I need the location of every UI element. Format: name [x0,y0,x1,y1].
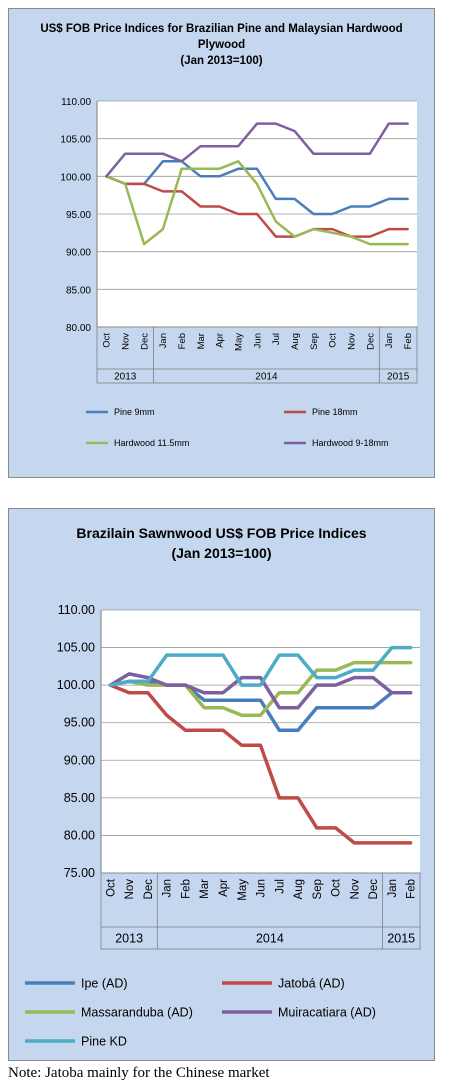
legend-label: Massaranduba (AD) [81,1005,193,1019]
x-tick-label: Dec [365,333,376,350]
chart-title: Brazilain Sawnwood US$ FOB Price Indices… [9,523,434,563]
x-tick-label: Feb [403,333,414,349]
year-label: 2015 [387,372,410,383]
y-tick-label: 95.00 [64,716,95,730]
y-tick-label: 90.00 [64,753,95,767]
x-tick-label: Feb [180,879,192,899]
series-line [108,683,413,845]
y-tick-label: 110.00 [58,603,95,617]
x-tick-label: Oct [331,878,343,897]
x-tick-label: Nov [346,333,357,350]
year-label: 2014 [255,372,278,383]
y-tick-label: 105.00 [57,641,95,655]
series-line [105,160,409,246]
y-tick-label: 90.00 [66,248,91,259]
y-tick-label: 85.00 [66,285,91,296]
x-tick-label: Mar [196,333,207,349]
x-tick-label: Jun [256,879,268,898]
x-tick-label: Dec [368,879,380,900]
x-tick-label: May [234,333,245,351]
x-tick-label: Jan [384,333,395,348]
x-tick-label: Jun [252,333,263,348]
x-tick-label: Sep [309,333,320,350]
plywood-price-chart: US$ FOB Price Indices for Brazilian Pine… [8,8,435,478]
year-label: 2014 [256,931,284,945]
legend-label: Pine 9mm [114,407,155,417]
y-tick-label: 110.00 [61,97,91,108]
x-tick-label: Aug [290,333,301,350]
x-tick-label: Nov [349,879,361,900]
footnote: Note: Jatoba mainly for the Chinese mark… [8,1065,270,1081]
x-tick-label: Jan [162,879,174,898]
x-axis-box [100,872,421,950]
legend-label: Pine KD [81,1034,127,1048]
x-axis-box [96,326,418,384]
x-tick-label: Oct [105,878,117,897]
x-tick-label: Dec [143,879,155,900]
x-tick-label: Oct [328,333,339,348]
chart-title-main: US$ FOB Price Indices for Brazilian Pine… [40,23,403,51]
legend-label: Ipe (AD) [81,976,128,990]
x-tick-label: Jan [158,333,169,348]
series-line [108,645,413,687]
y-tick-label: 100.00 [60,172,91,183]
year-label: 2015 [387,931,415,945]
y-tick-label: 85.00 [64,791,95,805]
x-tick-label: Sep [312,879,324,899]
x-tick-label: Feb [177,333,188,349]
series-line [105,122,409,178]
sawnwood-chart-svg: 75.00 80.00 85.00 90.00 95.00 100.00 105.00 110… [25,603,421,1048]
y-tick-label: 95.00 [66,210,91,221]
legend-label: Hardwood 9-18mm [312,438,389,448]
x-tick-label: Nov [124,879,136,900]
series-line [108,672,413,710]
x-tick-label: Nov [121,333,132,350]
plot-area [101,610,420,873]
chart-title-main: Brazilain Sawnwood US$ FOB Price Indices [76,525,367,541]
x-tick-label: Apr [218,879,230,897]
y-tick-label: 100.00 [57,678,95,692]
x-tick-label: Apr [215,333,226,348]
y-tick-label: 80.00 [66,323,91,334]
x-tick-label: Dec [139,333,150,350]
x-tick-label: Jul [274,879,286,894]
year-label: 2013 [114,372,137,383]
chart-subtitle: (Jan 2013=100) [171,545,272,561]
legend-label: Pine 18mm [312,407,358,417]
x-tick-label: May [237,879,249,901]
x-tick-label: Mar [199,879,211,899]
x-tick-label: Oct [102,333,113,348]
y-tick-label: 75.00 [64,866,95,880]
sawnwood-price-chart: Brazilain Sawnwood US$ FOB Price Indices… [8,508,435,1061]
chart-subtitle: (Jan 2013=100) [180,55,263,67]
legend-label: Muiracatiara (AD) [278,1005,376,1019]
series-line [108,660,413,717]
year-label: 2013 [115,931,143,945]
legend-label: Hardwood 11.5mm [114,438,189,448]
series-line [105,160,409,216]
x-tick-label: Aug [293,879,305,899]
y-tick-label: 80.00 [64,828,95,842]
series-line [105,175,409,238]
legend-label: Jatobá (AD) [278,976,345,990]
y-tick-label: 105.00 [60,135,91,146]
x-tick-label: Feb [406,879,418,899]
x-tick-label: Jul [271,333,282,345]
plywood-chart-svg: 80.00 85.00 90.00 95.00 100.00 105.00 110.00 20… [60,97,418,448]
chart-title: US$ FOB Price Indices for Brazilian Pine… [9,21,434,69]
x-tick-label: Jan [387,879,399,898]
